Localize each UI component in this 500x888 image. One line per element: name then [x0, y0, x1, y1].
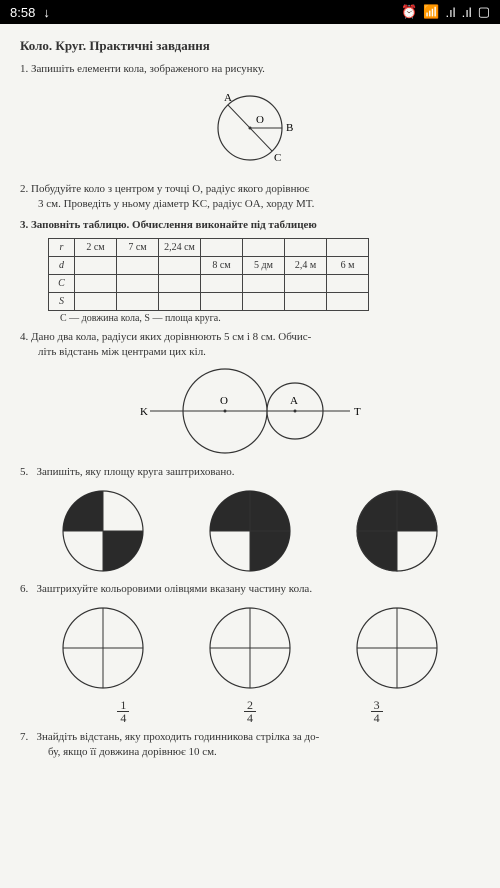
shaded-circle-2 — [205, 486, 295, 576]
fraction-2: 2 4 — [244, 699, 256, 724]
task-5-text: Запишіть, яку площу круга заштриховано. — [37, 466, 235, 478]
cell — [243, 239, 285, 257]
cell — [75, 257, 117, 275]
task-2-num: 2. — [20, 183, 28, 195]
empty-circle-1 — [58, 603, 148, 693]
page-title: Коло. Круг. Практичні завдання — [20, 38, 480, 54]
task-4: 4. Дано два кола, радіуси яких дорівнюют… — [20, 330, 480, 360]
frac-2-num: 2 — [244, 699, 256, 712]
task-1: 1. Запишіть елементи кола, зображеного н… — [20, 62, 480, 77]
frac-1-den: 4 — [117, 712, 129, 724]
label-A: A — [290, 395, 298, 407]
wifi-icon: 📶 — [423, 4, 439, 20]
task-3-caption: C — довжина кола, S — площа круга. — [60, 313, 480, 324]
signal-icon-1: .ıl — [445, 5, 455, 20]
battery-icon: ▢ — [478, 4, 490, 20]
fraction-1: 1 4 — [117, 699, 129, 724]
label-O: O — [220, 395, 228, 407]
fraction-3: 3 4 — [371, 699, 383, 724]
circle-diagram-1: A O B C — [190, 83, 310, 173]
cell-d-hdr: d — [49, 257, 75, 275]
label-A: A — [224, 92, 232, 104]
task-6-fractions: 1 4 2 4 3 4 — [60, 699, 440, 724]
task-1-num: 1. — [20, 63, 28, 75]
download-icon: ↓ — [43, 5, 50, 20]
cell — [117, 257, 159, 275]
signal-icon-2: .ıl — [462, 5, 472, 20]
cell: 5 дм — [243, 257, 285, 275]
data-table: r 2 см 7 см 2,24 см d 8 см 5 дм 2,4 м 6 … — [48, 238, 369, 311]
empty-circle-3 — [352, 603, 442, 693]
task-1-text: Запишіть елементи кола, зображеного на р… — [31, 63, 265, 75]
task-5-circles — [30, 486, 470, 576]
task-6-num: 6. — [20, 583, 28, 595]
cell — [285, 239, 327, 257]
table-row: d 8 см 5 дм 2,4 м 6 м — [49, 257, 369, 275]
cell — [201, 239, 243, 257]
task-3-num: 3. — [20, 219, 28, 231]
task-7-line1: Знайдіть відстань, яку проходить годинни… — [37, 731, 320, 743]
cell: 7 см — [117, 239, 159, 257]
cell-r-hdr: r — [49, 239, 75, 257]
status-bar: 8:58 ↓ ⏰ 📶 .ıl .ıl ▢ — [0, 0, 500, 24]
task-4-num: 4. — [20, 331, 28, 343]
label-K: K — [140, 406, 148, 418]
task-3-text: Заповніть таблицю. Обчислення виконайте … — [31, 219, 317, 231]
task-5: 5. Запишіть, яку площу круга заштрихован… — [20, 465, 480, 480]
status-time: 8:58 — [10, 5, 35, 20]
task-7-num: 7. — [20, 731, 28, 743]
cell: 2,24 см — [159, 239, 201, 257]
shaded-circle-1 — [58, 486, 148, 576]
alarm-icon: ⏰ — [401, 4, 417, 20]
status-left: 8:58 ↓ — [10, 5, 50, 20]
task-6-text: Заштрихуйте кольоровими олівцями вказану… — [37, 583, 313, 595]
task-3: 3. Заповніть таблицю. Обчислення виконай… — [20, 218, 480, 233]
task-4-figure: K O A T — [20, 366, 480, 459]
worksheet-page: Коло. Круг. Практичні завдання 1. Запиші… — [0, 24, 500, 888]
two-circles-diagram: K O A T — [120, 366, 380, 456]
label-B: B — [286, 122, 293, 134]
status-right: ⏰ 📶 .ıl .ıl ▢ — [401, 4, 490, 20]
cell: 2 см — [75, 239, 117, 257]
task-1-figure: A O B C — [20, 83, 480, 176]
task-6-circles — [30, 603, 470, 693]
task-3-table: r 2 см 7 см 2,24 см d 8 см 5 дм 2,4 м 6 … — [48, 238, 480, 311]
cell: 6 м — [327, 257, 369, 275]
frac-3-den: 4 — [371, 712, 383, 724]
cell — [159, 257, 201, 275]
label-O: O — [256, 114, 264, 126]
cell-C-hdr: C — [49, 275, 75, 293]
task-2-line2: 3 см. Проведіть у ньому діаметр KC, раді… — [20, 197, 480, 212]
cell-S-hdr: S — [49, 293, 75, 311]
label-C: C — [274, 152, 281, 164]
empty-circle-2 — [205, 603, 295, 693]
task-5-num: 5. — [20, 466, 28, 478]
cell — [327, 239, 369, 257]
cell: 2,4 м — [285, 257, 327, 275]
task-2-line1: Побудуйте коло з центром у точці O, раді… — [31, 183, 309, 195]
cell: 8 см — [201, 257, 243, 275]
task-6: 6. Заштрихуйте кольоровими олівцями вказ… — [20, 582, 480, 597]
shaded-circle-3 — [352, 486, 442, 576]
table-row: S — [49, 293, 369, 311]
frac-1-num: 1 — [117, 699, 129, 712]
label-T: T — [354, 406, 361, 418]
task-2: 2. Побудуйте коло з центром у точці O, р… — [20, 182, 480, 212]
table-row: C — [49, 275, 369, 293]
frac-2-den: 4 — [244, 712, 256, 724]
table-row: r 2 см 7 см 2,24 см — [49, 239, 369, 257]
frac-3-num: 3 — [371, 699, 383, 712]
task-7-line2: бу, якщо її довжина дорівнює 10 см. — [20, 745, 480, 760]
task-7: 7. Знайдіть відстань, яку проходить годи… — [20, 730, 480, 760]
task-4-line2: літь відстань між центрами цих кіл. — [20, 345, 480, 360]
task-4-line1: Дано два кола, радіуси яких дорівнюють 5… — [31, 331, 311, 343]
